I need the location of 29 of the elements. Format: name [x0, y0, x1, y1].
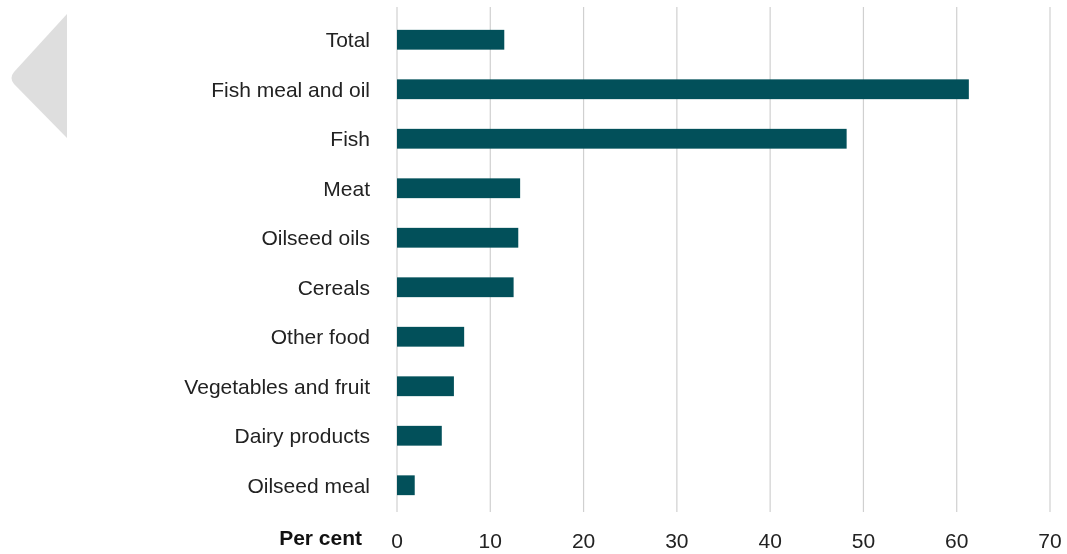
y-tick-label: Vegetables and fruit [184, 374, 371, 398]
x-tick-label: 20 [571, 529, 596, 552]
bar [397, 227, 519, 248]
x-tick-label: 70 [1038, 529, 1062, 552]
bar [397, 178, 521, 199]
y-tick-label: Fish [330, 127, 370, 151]
bar [397, 79, 969, 100]
bar [397, 376, 454, 397]
x-tick-label: 30 [665, 529, 689, 552]
y-tick-label: Oilseed meal [247, 473, 370, 497]
bar [397, 326, 465, 347]
x-tick-label: 40 [758, 529, 782, 552]
x-tick-label: 10 [478, 529, 502, 552]
y-tick-label: Dairy products [234, 424, 370, 448]
bar [397, 128, 847, 149]
bar [397, 29, 505, 50]
y-tick-label: Fish meal and oil [211, 77, 370, 101]
x-tick-label: 0 [391, 529, 403, 552]
x-tick-label: 50 [851, 529, 876, 552]
bar [397, 277, 514, 298]
x-axis-title: Per cent [279, 526, 362, 549]
y-tick-label: Total [325, 28, 370, 52]
y-tick-label: Oilseed oils [261, 226, 370, 250]
x-tick-label: 60 [945, 529, 969, 552]
y-tick-label: Other food [270, 325, 370, 349]
y-tick-label: Cereals [297, 275, 370, 299]
bar [397, 425, 442, 446]
y-tick-label: Meat [323, 176, 371, 200]
bar [397, 475, 415, 496]
